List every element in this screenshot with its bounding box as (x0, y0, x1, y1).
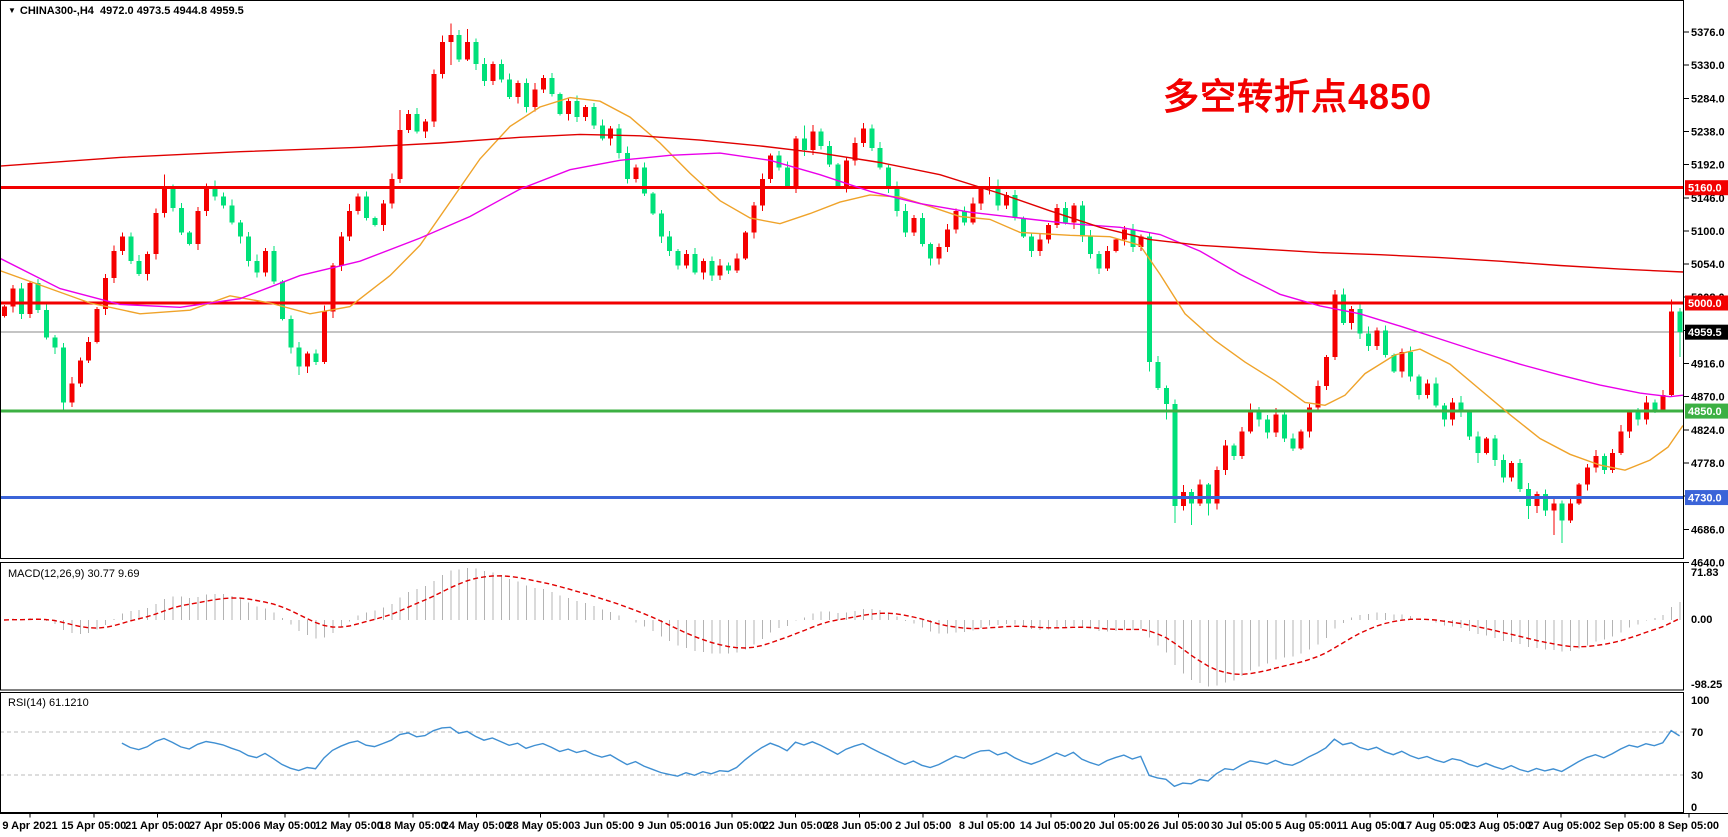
svg-text:-98.25: -98.25 (1691, 679, 1722, 691)
macd-label: MACD(12,26,9) 30.77 9.69 (8, 568, 140, 580)
svg-text:20 Jul 05:00: 20 Jul 05:00 (1083, 820, 1145, 832)
svg-text:5284.0: 5284.0 (1691, 93, 1725, 105)
svg-text:5160.0: 5160.0 (1688, 183, 1722, 195)
macd-indicator (3, 567, 1681, 687)
svg-text:2 Sep 05:00: 2 Sep 05:00 (1595, 820, 1656, 832)
svg-text:28 May 05:00: 28 May 05:00 (506, 820, 574, 832)
svg-text:4959.5: 4959.5 (1688, 327, 1722, 339)
svg-text:0.00: 0.00 (1691, 614, 1712, 626)
svg-text:11 Aug 05:00: 11 Aug 05:00 (1336, 820, 1403, 832)
svg-text:4870.0: 4870.0 (1691, 392, 1725, 404)
svg-text:100: 100 (1691, 695, 1709, 707)
svg-text:9 Apr 2021: 9 Apr 2021 (2, 820, 57, 832)
rsi-label: RSI(14) 61.1210 (8, 697, 89, 709)
svg-text:70: 70 (1691, 727, 1703, 739)
svg-text:26 Jul 05:00: 26 Jul 05:00 (1147, 820, 1209, 832)
svg-text:21 Apr 05:00: 21 Apr 05:00 (125, 820, 190, 832)
svg-text:71.83: 71.83 (1691, 567, 1719, 579)
symbol-name: CHINA300-,H4 (19, 5, 94, 17)
svg-text:5100.0: 5100.0 (1691, 226, 1725, 238)
ohlc-quote: 4972.0 4973.5 4944.8 4959.5 (100, 5, 244, 17)
svg-text:12 May 05:00: 12 May 05:00 (315, 820, 383, 832)
horizontal-level-lines[interactable] (0, 186, 1684, 500)
moving-average-lines (0, 96, 1684, 471)
price-axis[interactable]: 5376.0 5330.0 5284.0 5238.0 5192.0 5146.0 5100… (1684, 27, 1728, 814)
svg-text:6 May 05:00: 6 May 05:00 (254, 820, 316, 832)
svg-text:23 Aug 05:00: 23 Aug 05:00 (1464, 820, 1531, 832)
svg-text:5192.0: 5192.0 (1691, 160, 1725, 172)
svg-text:16 Jun 05:00: 16 Jun 05:00 (699, 820, 765, 832)
svg-text:5238.0: 5238.0 (1691, 126, 1725, 138)
svg-text:15 Apr 05:00: 15 Apr 05:00 (61, 820, 126, 832)
svg-text:27 Apr 05:00: 27 Apr 05:00 (189, 820, 254, 832)
svg-text:8 Sep 05:00: 8 Sep 05:00 (1659, 820, 1720, 832)
svg-text:4824.0: 4824.0 (1691, 425, 1725, 437)
svg-text:9 Jun 05:00: 9 Jun 05:00 (638, 820, 698, 832)
symbol-quote-label: ▼ CHINA300-,H4 4972.0 4973.5 4944.8 4959.… (8, 5, 244, 17)
svg-text:4916.0: 4916.0 (1691, 359, 1725, 371)
svg-text:5054.0: 5054.0 (1691, 259, 1725, 271)
svg-text:4730.0: 4730.0 (1688, 493, 1722, 505)
svg-text:4640.0: 4640.0 (1691, 557, 1725, 569)
panel-borders (0, 0, 1684, 813)
svg-text:5 Aug 05:00: 5 Aug 05:00 (1275, 820, 1336, 832)
chevron-down-icon: ▼ (8, 6, 16, 15)
svg-text:4778.0: 4778.0 (1691, 458, 1725, 470)
svg-text:18 May 05:00: 18 May 05:00 (379, 820, 447, 832)
svg-text:30: 30 (1691, 770, 1703, 782)
svg-text:4686.0: 4686.0 (1691, 524, 1725, 536)
svg-text:22 Jun 05:00: 22 Jun 05:00 (763, 820, 829, 832)
chart-annotation-text: 多空转折点4850 (1163, 76, 1433, 117)
svg-text:5000.0: 5000.0 (1688, 298, 1722, 310)
svg-text:28 Jun 05:00: 28 Jun 05:00 (826, 820, 892, 832)
svg-text:4850.0: 4850.0 (1688, 406, 1722, 418)
svg-text:24 May 05:00: 24 May 05:00 (443, 820, 511, 832)
svg-text:5146.0: 5146.0 (1691, 193, 1725, 205)
svg-text:3 Jun 05:00: 3 Jun 05:00 (574, 820, 634, 832)
svg-text:0: 0 (1691, 802, 1697, 814)
svg-text:14 Jul 05:00: 14 Jul 05:00 (1020, 820, 1082, 832)
svg-text:30 Jul 05:00: 30 Jul 05:00 (1211, 820, 1273, 832)
svg-text:8 Jul 05:00: 8 Jul 05:00 (959, 820, 1015, 832)
svg-text:27 Aug 05:00: 27 Aug 05:00 (1527, 820, 1594, 832)
svg-text:5376.0: 5376.0 (1691, 27, 1725, 39)
rsi-indicator (0, 726, 1684, 788)
svg-text:2 Jul 05:00: 2 Jul 05:00 (895, 820, 951, 832)
svg-text:5330.0: 5330.0 (1691, 60, 1725, 72)
svg-text:17 Aug 05:00: 17 Aug 05:00 (1400, 820, 1467, 832)
